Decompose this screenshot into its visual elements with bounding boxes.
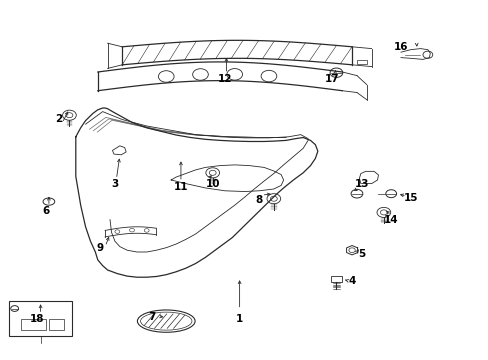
Text: 12: 12 [217, 74, 232, 84]
Bar [356, 60, 366, 64]
Text: 3: 3 [111, 179, 118, 189]
Text: 16: 16 [393, 42, 407, 52]
Text: 9: 9 [97, 243, 103, 253]
Text: 7: 7 [147, 312, 155, 322]
Bar [49, 319, 63, 330]
Text: 6: 6 [43, 206, 50, 216]
Text: 8: 8 [255, 195, 262, 205]
Text: 1: 1 [236, 314, 243, 324]
Text: 5: 5 [358, 249, 365, 259]
Text: 2: 2 [55, 114, 62, 124]
Text: 13: 13 [354, 179, 368, 189]
Text: 14: 14 [383, 215, 398, 225]
Bar [9, 301, 72, 336]
Text: 4: 4 [347, 276, 355, 286]
Text: 18: 18 [29, 314, 44, 324]
Text: 11: 11 [173, 182, 188, 192]
Text: 17: 17 [325, 74, 339, 84]
Bar [20, 319, 46, 330]
Text: 10: 10 [205, 179, 220, 189]
Text: 15: 15 [403, 193, 417, 203]
Bar [330, 276, 342, 282]
